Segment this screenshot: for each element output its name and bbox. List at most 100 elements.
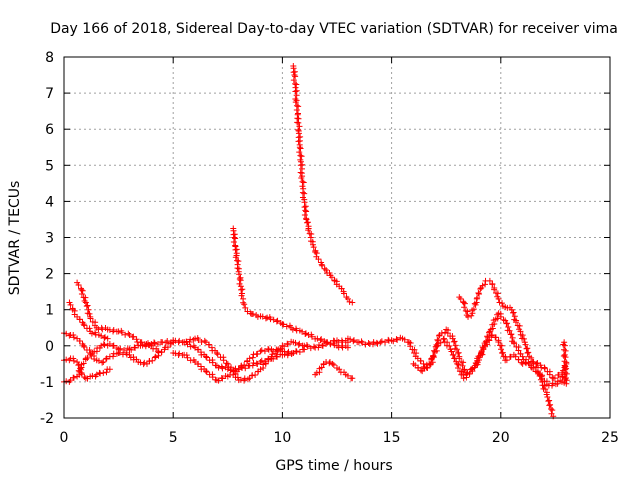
data-point bbox=[79, 287, 86, 294]
data-point bbox=[236, 271, 243, 278]
data-point bbox=[484, 334, 491, 341]
data-point bbox=[477, 286, 484, 293]
data-point bbox=[201, 337, 208, 344]
data-point bbox=[344, 372, 351, 379]
data-point bbox=[319, 262, 326, 269]
data-point bbox=[433, 343, 440, 350]
data-point bbox=[81, 322, 88, 329]
data-point bbox=[303, 208, 310, 215]
data-point bbox=[230, 239, 237, 246]
data-point bbox=[230, 367, 237, 374]
data-point bbox=[476, 290, 483, 297]
data-point bbox=[209, 359, 216, 366]
data-point bbox=[293, 92, 300, 99]
data-point bbox=[128, 346, 135, 353]
data-point bbox=[215, 364, 222, 371]
data-point bbox=[545, 398, 552, 405]
data-point bbox=[494, 290, 501, 297]
data-point bbox=[81, 374, 88, 381]
data-point bbox=[219, 375, 226, 382]
data-point bbox=[301, 190, 308, 197]
data-point bbox=[512, 319, 519, 326]
data-point bbox=[407, 343, 414, 350]
data-point bbox=[296, 149, 303, 156]
data-point bbox=[213, 350, 220, 357]
data-point bbox=[295, 138, 302, 145]
data-point bbox=[393, 336, 400, 343]
data-point bbox=[417, 357, 424, 364]
data-point bbox=[555, 371, 562, 378]
data-point bbox=[424, 364, 431, 371]
y-tick-label: 7 bbox=[45, 86, 54, 102]
data-point bbox=[298, 153, 305, 160]
series-track-m bbox=[410, 310, 568, 389]
data-point bbox=[132, 344, 139, 351]
data-point bbox=[121, 347, 128, 354]
data-point bbox=[437, 339, 444, 346]
data-point bbox=[549, 407, 556, 414]
data-point bbox=[358, 338, 365, 345]
data-point bbox=[80, 360, 87, 367]
data-point bbox=[183, 352, 190, 359]
data-point bbox=[84, 354, 91, 361]
data-point bbox=[291, 72, 298, 79]
data-point bbox=[141, 359, 148, 366]
data-point bbox=[495, 338, 502, 345]
data-point bbox=[338, 285, 345, 292]
data-point bbox=[296, 144, 303, 151]
data-point bbox=[86, 310, 93, 317]
data-point bbox=[329, 360, 336, 367]
data-point bbox=[81, 297, 88, 304]
y-tick-label: 5 bbox=[45, 158, 54, 174]
x-tick-label: 25 bbox=[601, 430, 619, 446]
data-point bbox=[453, 346, 460, 353]
data-point bbox=[525, 349, 532, 356]
y-axis-label: SDTVAR / TECUs bbox=[7, 181, 23, 296]
data-point bbox=[474, 359, 481, 366]
data-point bbox=[303, 216, 310, 223]
data-point bbox=[76, 316, 83, 323]
data-point bbox=[483, 339, 490, 346]
data-point bbox=[240, 299, 247, 306]
data-point bbox=[301, 204, 308, 211]
data-point bbox=[503, 320, 510, 327]
y-tick-label: 3 bbox=[45, 231, 54, 247]
data-point bbox=[100, 359, 107, 366]
data-point bbox=[296, 123, 303, 130]
data-point bbox=[297, 169, 304, 176]
data-point bbox=[202, 353, 209, 360]
data-point bbox=[250, 310, 257, 317]
data-point bbox=[505, 324, 512, 331]
data-point bbox=[274, 353, 281, 360]
x-tick-label: 5 bbox=[169, 430, 178, 446]
data-point bbox=[293, 81, 300, 88]
data-point bbox=[530, 360, 537, 367]
data-point bbox=[359, 339, 366, 346]
data-point bbox=[474, 294, 481, 301]
series-track-c bbox=[61, 337, 177, 385]
data-point bbox=[270, 316, 277, 323]
data-point bbox=[433, 347, 440, 354]
data-point bbox=[220, 357, 227, 364]
data-point bbox=[206, 341, 213, 348]
data-point bbox=[101, 334, 108, 341]
data-point bbox=[519, 332, 526, 339]
data-point bbox=[511, 313, 518, 320]
y-tick-label: 8 bbox=[45, 50, 54, 66]
data-point bbox=[561, 358, 568, 365]
data-point bbox=[515, 347, 522, 354]
data-point bbox=[159, 339, 166, 346]
y-tick-label: 2 bbox=[45, 267, 54, 283]
data-point bbox=[457, 295, 464, 302]
data-point bbox=[498, 342, 505, 349]
data-point bbox=[315, 256, 322, 263]
data-point bbox=[262, 360, 269, 367]
data-point bbox=[310, 343, 317, 350]
data-point bbox=[390, 338, 397, 345]
data-point bbox=[294, 119, 301, 126]
data-point bbox=[269, 351, 276, 358]
data-point bbox=[300, 179, 307, 186]
data-point bbox=[246, 355, 253, 362]
data-point bbox=[308, 333, 315, 340]
